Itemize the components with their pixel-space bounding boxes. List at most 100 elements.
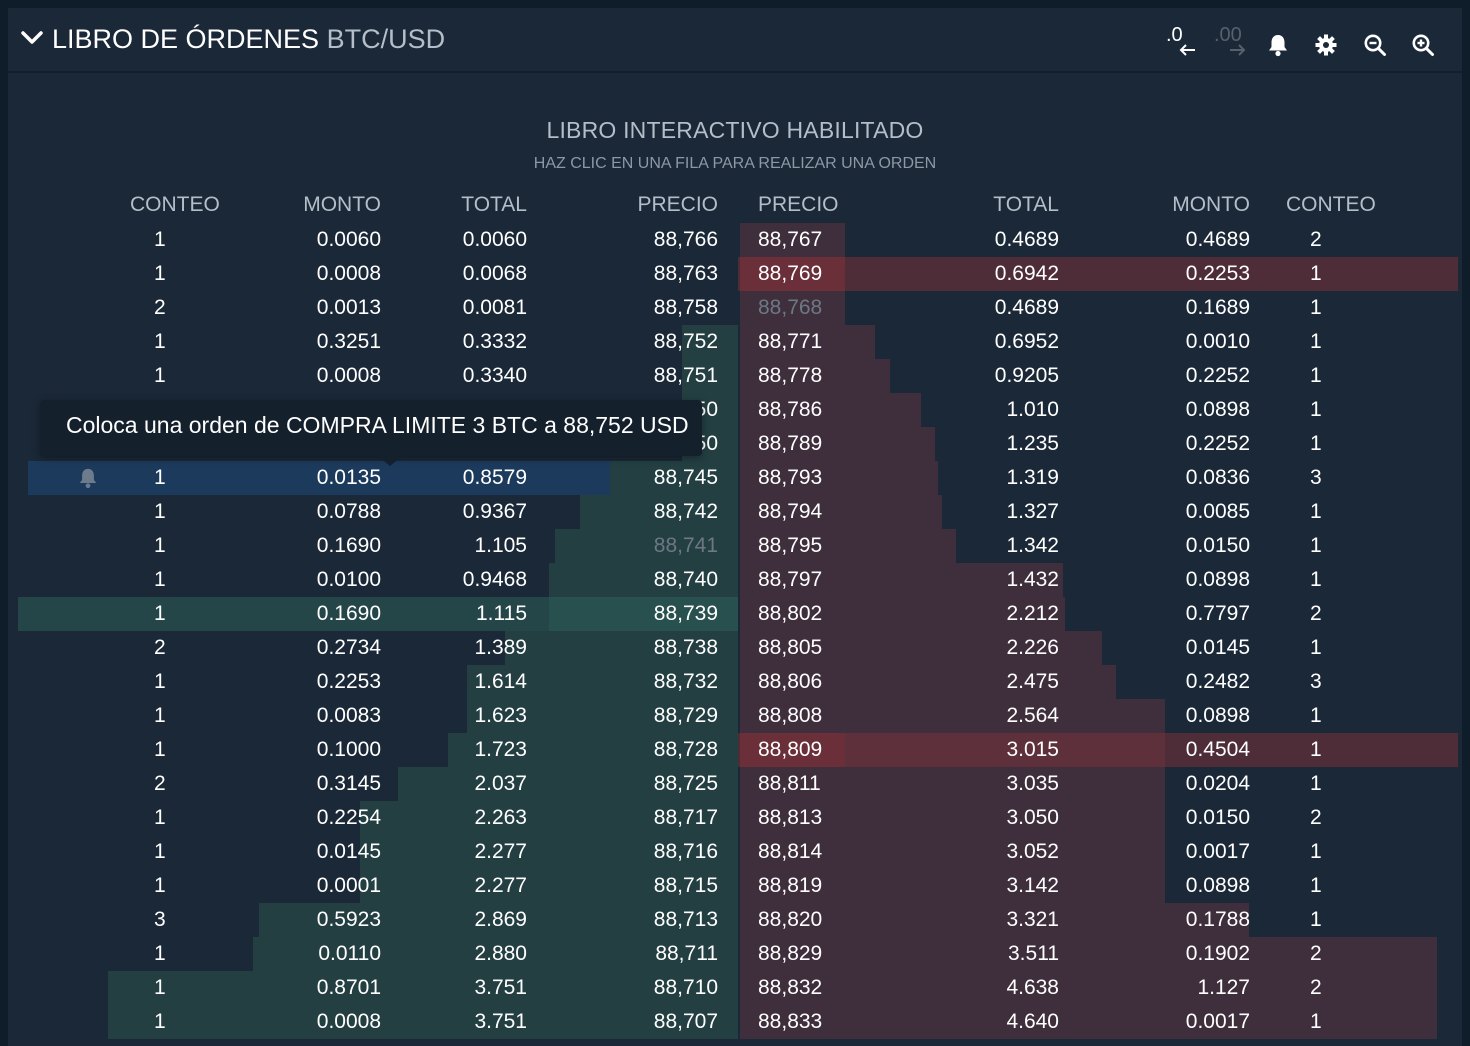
bid-total: 3.751 <box>474 976 527 999</box>
ask-row[interactable] <box>738 767 1458 801</box>
ask-row[interactable] <box>738 325 1458 359</box>
bid-count: 1 <box>154 568 166 591</box>
ask-row[interactable] <box>738 903 1458 937</box>
ask-count: 1 <box>1310 840 1322 863</box>
bid-total: 0.3332 <box>462 330 527 353</box>
ask-row[interactable] <box>738 835 1458 869</box>
bid-depth-bar <box>259 903 738 937</box>
bid-amount: 0.1690 <box>316 534 381 557</box>
interactive-book-subtitle: HAZ CLIC EN UNA FILA PARA REALIZAR UNA O… <box>533 155 937 172</box>
bid-amount: 0.3251 <box>316 330 381 353</box>
ask-amount: 0.0898 <box>1185 398 1250 421</box>
ask-row[interactable] <box>738 733 1458 767</box>
ask-amount: 0.1902 <box>1185 942 1250 965</box>
ask-row[interactable] <box>738 665 1458 699</box>
ask-total: 3.035 <box>1006 772 1059 795</box>
bid-amount: 0.0013 <box>316 296 381 319</box>
bid-total-header[interactable]: TOTAL <box>461 193 527 216</box>
ask-row[interactable] <box>738 971 1458 1005</box>
ask-row[interactable] <box>738 461 1458 495</box>
bid-count: 1 <box>154 500 166 523</box>
bid-row[interactable] <box>28 461 610 495</box>
ask-price-header[interactable]: PRECIO <box>758 193 839 216</box>
bid-amount: 0.0110 <box>318 942 381 965</box>
ask-price: 88,806 <box>758 670 823 693</box>
ask-price: 88,809 <box>758 738 823 761</box>
ask-count: 2 <box>1310 228 1322 251</box>
ask-row[interactable] <box>738 597 1458 631</box>
ask-row[interactable] <box>738 495 1458 529</box>
ask-amount: 0.0204 <box>1185 772 1250 795</box>
ask-count: 2 <box>1310 942 1322 965</box>
bid-depth-bar <box>467 665 738 699</box>
ask-row[interactable] <box>738 427 1458 461</box>
ask-total-header[interactable]: TOTAL <box>993 193 1059 216</box>
ask-count: 1 <box>1310 296 1322 319</box>
bell-icon[interactable] <box>1267 28 1289 62</box>
ask-row[interactable] <box>738 359 1458 393</box>
bid-depth-bar <box>682 359 738 393</box>
ask-row[interactable] <box>738 257 1458 291</box>
ask-price: 88,768 <box>758 296 823 319</box>
ask-depth-bar <box>740 359 890 393</box>
ask-count: 1 <box>1310 772 1322 795</box>
ask-row[interactable] <box>738 563 1458 597</box>
ask-row[interactable] <box>738 223 1458 257</box>
ask-total: 3.050 <box>1006 806 1059 829</box>
bid-amount: 0.0008 <box>316 262 381 285</box>
ask-row[interactable] <box>738 1005 1458 1039</box>
bid-count: 1 <box>154 1010 166 1033</box>
ask-count: 2 <box>1310 976 1322 999</box>
bid-price-header[interactable]: PRECIO <box>637 193 718 216</box>
bell-icon[interactable] <box>78 467 98 489</box>
bid-depth-bar <box>253 937 738 971</box>
zoom-in-icon[interactable] <box>1411 28 1435 62</box>
ask-row-highlight <box>738 733 1458 767</box>
ask-price-highlight <box>740 257 845 291</box>
bid-amount: 0.8701 <box>316 976 381 999</box>
ask-row[interactable] <box>738 393 1458 427</box>
bid-total: 1.105 <box>474 534 527 557</box>
ask-amount: 0.0150 <box>1185 806 1250 829</box>
bid-amount: 0.0008 <box>316 364 381 387</box>
ask-row-highlight <box>738 257 1458 291</box>
ask-count: 1 <box>1310 908 1322 931</box>
ask-depth-bar <box>740 393 921 427</box>
ask-row[interactable] <box>738 699 1458 733</box>
ask-depth-bar <box>740 461 938 495</box>
ask-amount: 0.0017 <box>1185 840 1250 863</box>
ask-price: 88,797 <box>758 568 823 591</box>
bid-count-header[interactable]: CONTEO <box>130 193 220 216</box>
ask-row[interactable] <box>738 291 1458 325</box>
bid-price: 88,763 <box>653 262 718 285</box>
ask-count-header[interactable]: CONTEO <box>1286 193 1376 216</box>
bid-amount-header[interactable]: MONTO <box>303 193 381 216</box>
bid-count: 1 <box>154 364 166 387</box>
bid-count: 1 <box>154 704 166 727</box>
ask-count: 1 <box>1310 364 1322 387</box>
ask-count: 2 <box>1310 806 1322 829</box>
bid-price: 88,745 <box>653 466 718 489</box>
ask-row[interactable] <box>738 937 1458 971</box>
ask-depth-bar <box>740 971 1437 1005</box>
gear-icon[interactable] <box>1314 28 1338 62</box>
ask-row[interactable] <box>738 801 1458 835</box>
ask-price: 88,767 <box>758 228 823 251</box>
bid-count: 1 <box>154 976 166 999</box>
ask-total: 0.4689 <box>994 228 1059 251</box>
ask-price: 88,793 <box>758 466 823 489</box>
ask-row[interactable] <box>738 529 1458 563</box>
bid-amount: 0.1000 <box>316 738 381 761</box>
bid-total: 1.614 <box>474 670 527 693</box>
ask-row[interactable] <box>738 631 1458 665</box>
bid-row[interactable] <box>18 597 738 631</box>
ask-price-highlight <box>740 733 845 767</box>
ask-total: 2.475 <box>1006 670 1059 693</box>
decrease-precision-icon[interactable]: .0 <box>1166 24 1204 58</box>
ask-row[interactable] <box>738 869 1458 903</box>
bid-amount: 0.5923 <box>316 908 381 931</box>
increase-precision-icon[interactable]: .00 <box>1214 24 1254 58</box>
zoom-out-icon[interactable] <box>1363 28 1387 62</box>
ask-amount-header[interactable]: MONTO <box>1172 193 1250 216</box>
chevron-down-icon[interactable] <box>20 30 44 46</box>
